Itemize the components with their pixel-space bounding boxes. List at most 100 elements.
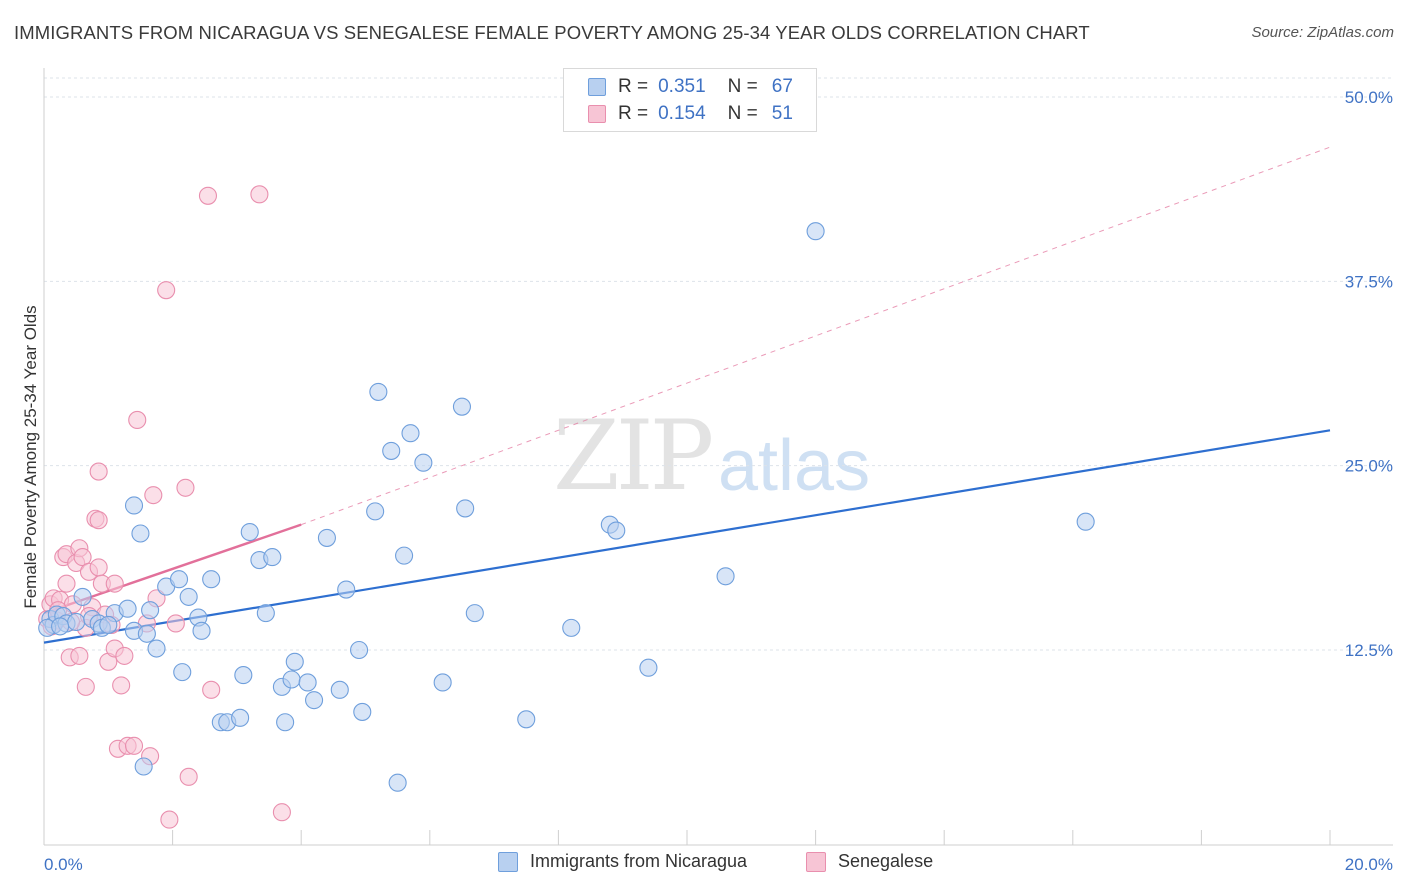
y-axis-label: Female Poverty Among 25-34 Year Olds: [21, 305, 40, 608]
data-point-nicaragua: [282, 670, 301, 689]
data-point-nicaragua: [263, 548, 282, 567]
data-point-nicaragua: [305, 691, 324, 710]
data-point-nicaragua: [141, 601, 160, 620]
data-point-senegalese: [76, 677, 95, 696]
watermark-zip: ZIP: [553, 400, 714, 512]
data-point-nicaragua: [388, 773, 407, 792]
data-point-nicaragua: [350, 640, 369, 660]
data-point-senegalese: [160, 810, 179, 829]
data-point-senegalese: [179, 767, 198, 786]
data-point-senegalese: [57, 574, 76, 593]
data-point-nicaragua: [202, 570, 221, 589]
data-point-nicaragua: [465, 604, 484, 623]
data-point-nicaragua: [285, 652, 304, 671]
data-point-nicaragua: [147, 639, 166, 658]
data-point-nicaragua: [169, 570, 189, 589]
data-point-nicaragua: [353, 702, 372, 721]
legend-n-value: 51: [771, 103, 793, 124]
data-point-senegalese: [89, 511, 108, 530]
data-point-nicaragua: [366, 502, 385, 521]
data-point-nicaragua: [414, 453, 433, 472]
data-point-senegalese: [89, 558, 108, 577]
data-point-senegalese: [112, 676, 131, 695]
data-point-nicaragua: [337, 580, 356, 599]
trend-line-nicaragua: [43, 429, 1331, 644]
data-point-nicaragua: [369, 382, 388, 401]
data-point-nicaragua: [67, 612, 86, 632]
legend-r-label: R =: [618, 76, 649, 97]
data-point-nicaragua: [99, 615, 118, 634]
data-point-senegalese: [157, 281, 176, 300]
data-point-nicaragua: [234, 666, 253, 685]
legend-swatch-pink: [588, 105, 606, 123]
points-layer: [38, 185, 1095, 829]
series-swatch-blue: [498, 851, 518, 872]
trend-extension-senegalese: [301, 146, 1331, 526]
data-point-senegalese: [202, 680, 221, 699]
grid-layer: [44, 77, 1393, 651]
data-point-nicaragua: [452, 397, 472, 416]
legend-n-label: N =: [727, 76, 758, 97]
series-legend-nicaragua[interactable]: Immigrants from Nicaragua: [498, 851, 747, 872]
series-legend: Immigrants from Nicaragua Senegalese: [0, 851, 1406, 877]
data-point-nicaragua: [131, 524, 150, 543]
data-point-nicaragua: [256, 604, 275, 623]
data-point-nicaragua: [382, 441, 401, 460]
y-tick-label: 50.0%: [1345, 88, 1393, 107]
data-point-nicaragua: [1076, 512, 1095, 531]
data-point-nicaragua: [192, 621, 211, 640]
data-point-nicaragua: [124, 496, 144, 515]
series-label-nicaragua: Immigrants from Nicaragua: [530, 851, 748, 871]
data-point-senegalese: [250, 185, 269, 204]
data-point-nicaragua: [433, 673, 452, 692]
data-point-nicaragua: [639, 658, 658, 677]
data-point-senegalese: [272, 803, 291, 822]
data-point-nicaragua: [607, 521, 626, 540]
y-tick-label: 25.0%: [1345, 457, 1393, 476]
data-point-senegalese: [166, 614, 185, 633]
data-point-nicaragua: [298, 673, 317, 692]
legend-swatch-blue: [588, 78, 606, 96]
legend-n-label: N =: [727, 103, 758, 124]
axis-layer: [43, 68, 1393, 846]
x-tick-label: 0.0%: [44, 855, 83, 874]
chart-title: IMMIGRANTS FROM NICARAGUA VS SENEGALESE …: [14, 22, 1090, 43]
data-point-nicaragua: [716, 567, 735, 586]
data-point-nicaragua: [517, 710, 536, 729]
legend-row-nicaragua: R = 0.351 N = 67: [588, 74, 793, 100]
data-point-senegalese: [128, 410, 147, 430]
data-point-nicaragua: [562, 618, 581, 637]
data-point-nicaragua: [51, 617, 70, 636]
data-point-nicaragua: [317, 528, 336, 547]
data-point-nicaragua: [134, 757, 153, 776]
legend-r-value: 0.351: [658, 76, 706, 97]
data-point-senegalese: [124, 736, 144, 755]
data-point-nicaragua: [179, 587, 198, 606]
data-point-nicaragua: [137, 624, 156, 643]
data-point-nicaragua: [401, 424, 420, 443]
data-point-nicaragua: [231, 708, 250, 727]
data-point-nicaragua: [276, 713, 295, 732]
data-point-senegalese: [198, 186, 218, 205]
legend-r-label: R =: [618, 103, 649, 124]
data-point-senegalese: [115, 646, 134, 665]
data-point-senegalese: [144, 486, 163, 505]
data-point-nicaragua: [118, 599, 137, 618]
label-layer: 12.5% 25.0% 37.5% 50.0% 0.0% 20.0%: [44, 88, 1393, 874]
trend-layer: [43, 146, 1331, 644]
data-point-senegalese: [105, 574, 124, 593]
x-tick-label: 20.0%: [1345, 855, 1393, 874]
data-point-senegalese: [176, 478, 195, 497]
data-point-nicaragua: [456, 499, 475, 518]
correlation-legend: R = 0.351 N = 67 R = 0.154 N = 51: [563, 68, 817, 132]
y-tick-label: 37.5%: [1345, 272, 1393, 291]
series-label-senegalese: Senegalese: [838, 851, 934, 871]
y-tick-label: 12.5%: [1345, 641, 1393, 660]
data-point-nicaragua: [173, 663, 192, 682]
data-point-nicaragua: [73, 587, 92, 606]
series-legend-senegalese[interactable]: Senegalese: [806, 851, 933, 872]
data-point-senegalese: [89, 462, 108, 481]
data-point-nicaragua: [240, 522, 259, 542]
legend-row-senegalese: R = 0.154 N = 51: [588, 101, 793, 127]
